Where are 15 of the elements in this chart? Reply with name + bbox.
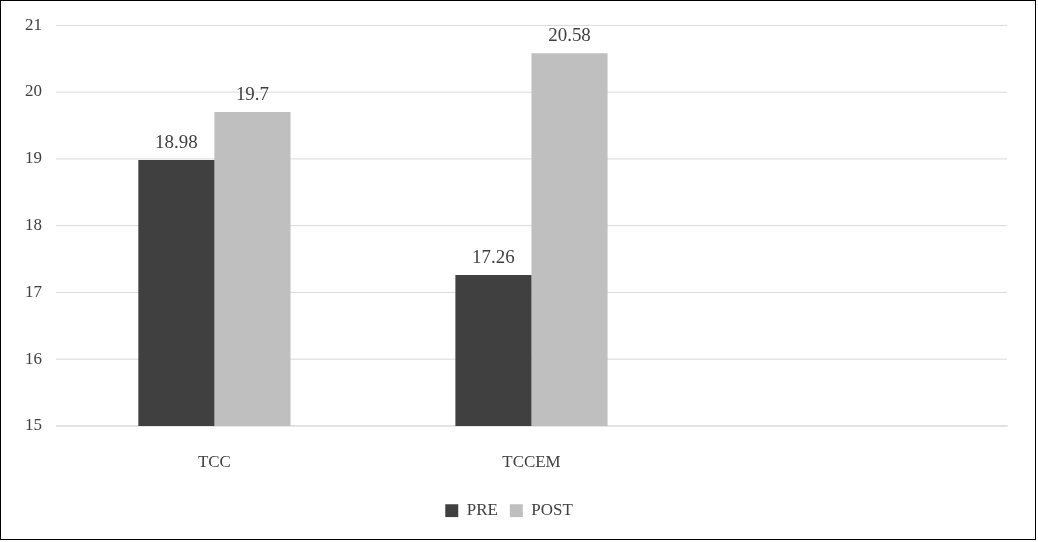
data-label: 19.7: [235, 82, 270, 104]
data-label: 17.26: [472, 245, 515, 267]
data-label: 18.98: [155, 130, 198, 152]
legend-label: POST: [531, 500, 574, 520]
y-tick-label: 19: [24, 148, 42, 168]
y-tick-label: 18: [24, 215, 42, 235]
y-tick-label: 20: [24, 81, 42, 101]
y-tick-label: 15: [24, 415, 42, 435]
y-tick-label: 21: [24, 14, 42, 34]
legend-label: PRE: [466, 500, 498, 520]
y-tick-label: 16: [24, 348, 42, 368]
data-label: 20.58: [548, 23, 591, 45]
y-tick-label: 17: [24, 281, 42, 301]
x-tick-label: TCC: [197, 451, 231, 471]
x-tick-label: TCCEM: [502, 451, 561, 471]
